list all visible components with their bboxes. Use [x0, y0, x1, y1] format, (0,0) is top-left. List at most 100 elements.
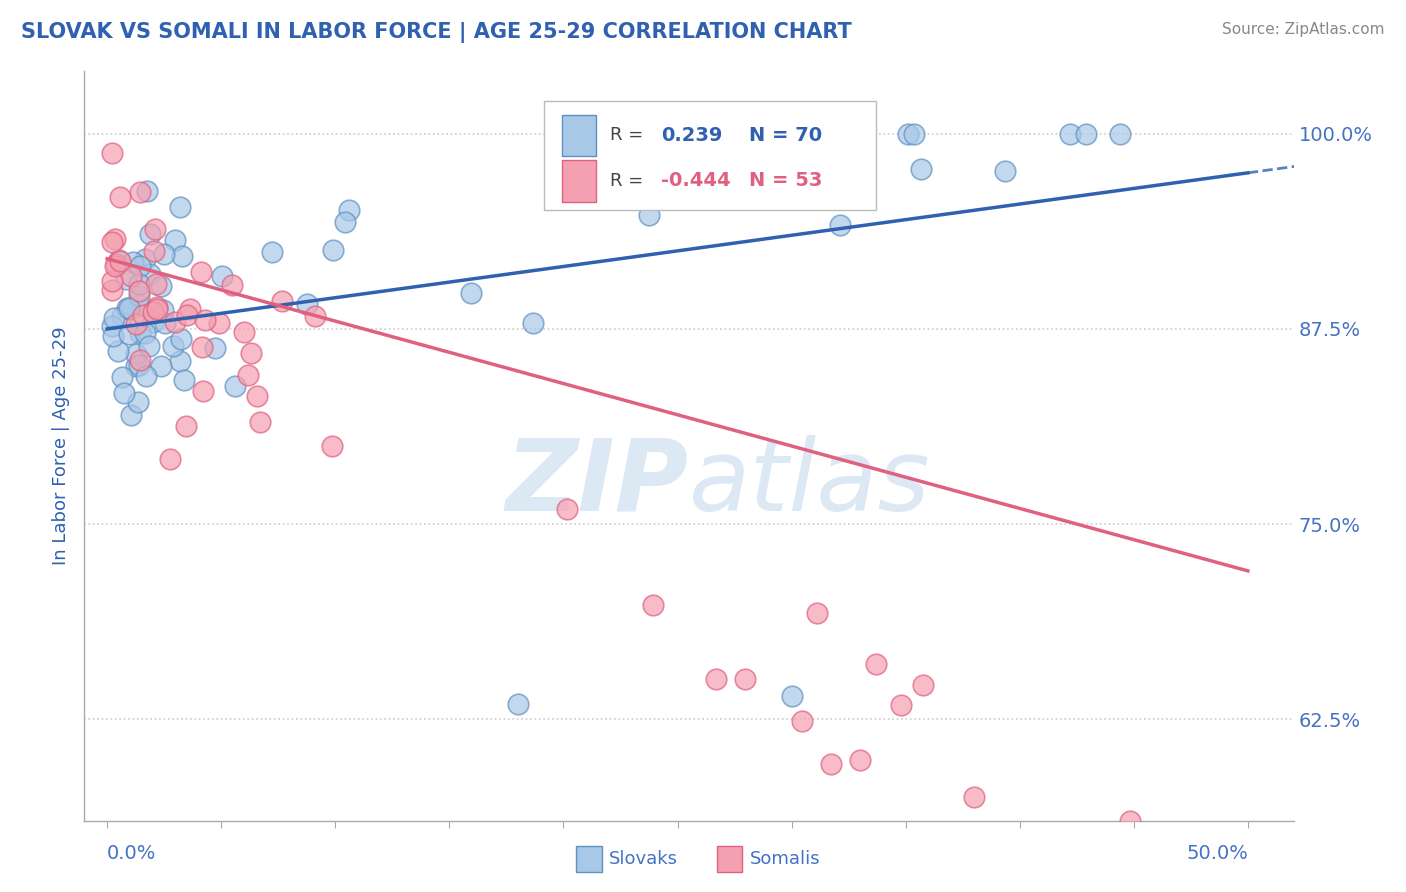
Point [124, 359, 146, 374]
Point [1074, 127, 1097, 141]
Point [522, 316, 544, 330]
Point [104, 257, 127, 271]
Text: Somalis: Somalis [749, 850, 820, 868]
Point [506, 697, 529, 711]
Point [129, 353, 152, 368]
Text: -0.444: -0.444 [661, 171, 731, 191]
Point [128, 289, 150, 303]
Point [897, 127, 920, 141]
Y-axis label: In Labor Force | Age 25-29: In Labor Force | Age 25-29 [52, 326, 70, 566]
Point [115, 301, 138, 316]
Text: 0.239: 0.239 [661, 126, 723, 145]
Text: ZIP: ZIP [506, 435, 689, 532]
Point [208, 316, 231, 330]
Point [239, 346, 262, 360]
Point [555, 502, 578, 516]
Point [641, 598, 664, 612]
Point [128, 277, 150, 292]
Point [112, 385, 135, 400]
Point [128, 284, 150, 298]
Point [193, 384, 215, 398]
Point [706, 672, 728, 686]
Point [120, 269, 142, 284]
Point [150, 278, 173, 293]
Point [138, 339, 160, 353]
Point [139, 227, 162, 241]
Point [1059, 127, 1081, 141]
Point [135, 369, 157, 384]
Point [806, 606, 828, 620]
Point [107, 343, 129, 358]
Text: N = 53: N = 53 [749, 171, 823, 191]
Point [128, 298, 150, 312]
Point [100, 318, 122, 333]
Point [912, 678, 935, 692]
Point [135, 184, 157, 198]
Point [321, 439, 343, 453]
Point [110, 253, 132, 268]
Point [129, 326, 152, 340]
Text: Source: ZipAtlas.com: Source: ZipAtlas.com [1222, 22, 1385, 37]
Point [994, 164, 1017, 178]
Point [236, 368, 259, 383]
Point [146, 301, 169, 316]
Point [811, 170, 834, 185]
Point [100, 145, 122, 160]
Point [165, 233, 187, 247]
Point [134, 326, 156, 340]
Text: Slovaks: Slovaks [609, 850, 678, 868]
Point [849, 752, 872, 766]
Point [734, 672, 756, 686]
Point [101, 283, 124, 297]
Text: R =: R = [610, 172, 650, 190]
Point [734, 139, 756, 153]
Point [271, 294, 294, 309]
Point [1109, 127, 1132, 141]
Point [830, 218, 852, 232]
Point [246, 389, 269, 403]
Point [260, 244, 283, 259]
Bar [562, 161, 596, 202]
Point [125, 317, 148, 331]
Point [295, 297, 318, 311]
Point [104, 259, 127, 273]
Point [142, 315, 165, 329]
Point [638, 208, 661, 222]
Point [125, 347, 148, 361]
Point [852, 127, 875, 141]
Point [170, 332, 193, 346]
Point [769, 182, 792, 196]
Point [118, 301, 141, 315]
FancyBboxPatch shape [544, 102, 876, 210]
Point [142, 305, 165, 319]
Point [146, 300, 169, 314]
Point [118, 301, 141, 316]
Point [865, 657, 887, 671]
Point [162, 338, 184, 352]
Point [460, 285, 482, 300]
Text: 50.0%: 50.0% [1187, 844, 1249, 863]
Point [176, 308, 198, 322]
Point [143, 222, 166, 236]
Point [107, 252, 129, 267]
Bar [562, 115, 596, 156]
Point [128, 259, 150, 273]
Point [165, 315, 187, 329]
Point [169, 354, 191, 368]
Text: atlas: atlas [689, 435, 931, 532]
Point [159, 451, 181, 466]
Point [173, 373, 195, 387]
Point [304, 309, 326, 323]
Point [176, 419, 198, 434]
Point [903, 127, 925, 141]
Point [120, 409, 142, 423]
Point [129, 185, 152, 199]
Point [143, 244, 166, 258]
Point [337, 202, 360, 217]
Point [101, 275, 124, 289]
Point [103, 310, 125, 325]
Point [134, 252, 156, 266]
Point [820, 757, 842, 772]
Point [108, 189, 131, 203]
Point [190, 265, 212, 279]
